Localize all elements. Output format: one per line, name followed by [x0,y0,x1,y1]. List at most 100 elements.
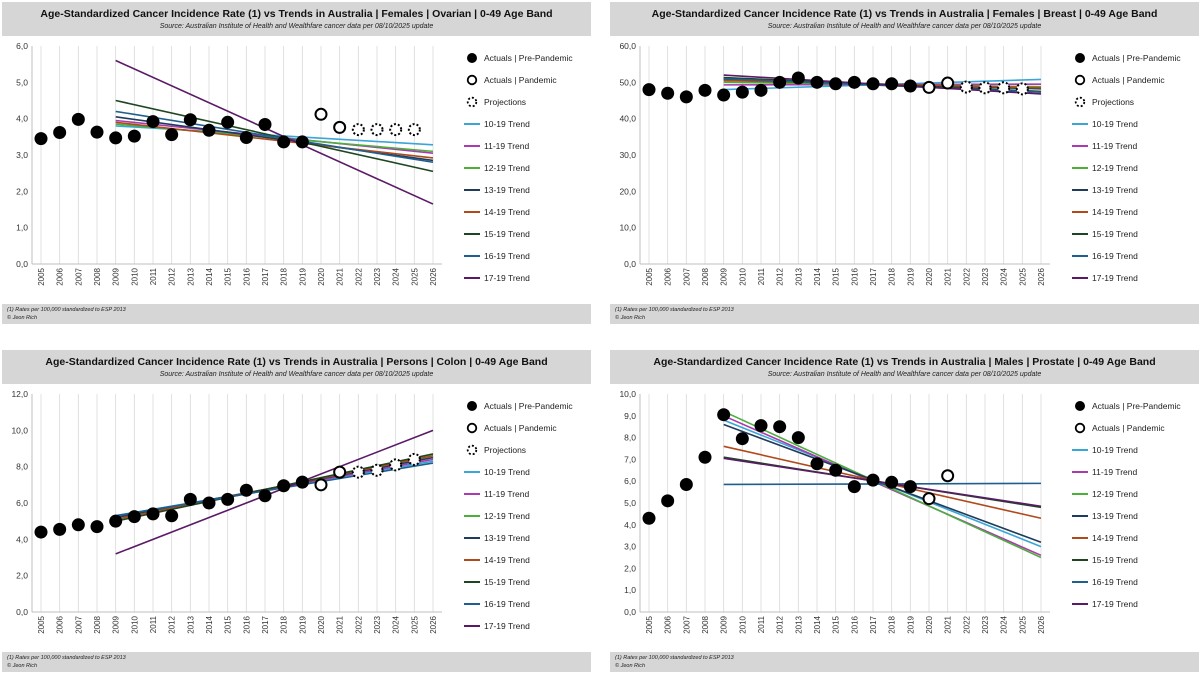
footnote: (1) Rates per 100,000 standardized to ES… [7,307,126,313]
legend-label: 14-19 Trend [1092,533,1138,543]
chart-title: Age-Standardized Cancer Incidence Rate (… [45,356,548,368]
chart-header: Age-Standardized Cancer Incidence Rate (… [2,350,591,384]
y-tick-label: 6,0 [16,498,28,508]
data-point-pandemic [941,469,955,483]
y-tick-label: 10,0 [11,425,28,435]
legend-marker-pandemic [1074,74,1086,86]
chart-title: Age-Standardized Cancer Incidence Rate (… [651,8,1158,20]
legend-marker-pandemic [466,422,478,434]
x-tick-label: 2014 [205,267,214,285]
data-point-pre-pandemic [109,131,123,145]
x-tick-label: 2012 [776,615,785,633]
x-tick-label: 2009 [720,267,729,285]
data-point-pre-pandemic [183,113,197,127]
legend-label: Actuals | Pre-Pandemic [484,401,573,411]
chart-panel-colon: Age-Standardized Cancer Incidence Rate (… [2,350,591,672]
data-point-projection [370,463,384,477]
x-tick-label: 2023 [981,615,990,633]
x-tick-label: 2007 [74,267,83,285]
y-tick-label: 2,0 [16,186,28,196]
trend-line [723,415,1042,557]
x-tick-label: 2016 [242,267,251,285]
chart-header: Age-Standardized Cancer Incidence Rate (… [610,350,1199,384]
x-tick-label: 2019 [298,267,307,285]
legend-label: 17-19 Trend [484,273,530,283]
x-tick-label: 2008 [701,615,710,633]
x-tick-label: 2020 [925,615,934,633]
y-tick-label: 2,0 [16,571,28,581]
data-point-pre-pandemic [202,123,216,137]
x-tick-label: 2007 [682,267,691,285]
y-tick-label: 20,0 [619,186,636,196]
y-tick-label: 0,0 [624,607,636,617]
legend-label: 15-19 Trend [1092,229,1138,239]
data-point-pre-pandemic [239,131,253,145]
data-point-pre-pandemic [698,83,712,97]
x-tick-label: 2017 [869,615,878,633]
y-tick-label: 12,0 [11,389,28,399]
data-point-projection [978,81,992,95]
data-point-pre-pandemic [127,510,141,524]
data-point-pre-pandemic [791,431,805,445]
trend-line [115,462,434,517]
legend-label: 11-19 Trend [1092,141,1137,151]
x-tick-label: 2013 [794,615,803,633]
x-tick-label: 2019 [906,267,915,285]
y-tick-label: 4,0 [16,114,28,124]
x-tick-label: 2008 [93,615,102,633]
data-point-projection [351,123,365,137]
legend-marker-pre-pandemic [1075,53,1085,63]
data-point-pandemic [941,76,955,90]
data-point-pre-pandemic [866,77,880,91]
data-point-pre-pandemic [295,475,309,489]
x-tick-label: 2017 [869,267,878,285]
legend-label: 11-19 Trend [484,141,529,151]
data-point-projection [389,458,403,472]
footnote: (1) Rates per 100,000 standardized to ES… [615,655,734,661]
chart-title: Age-Standardized Cancer Incidence Rate (… [40,8,553,20]
legend-label: Actuals | Pandemic [1092,75,1165,85]
x-tick-label: 2012 [168,267,177,285]
x-tick-label: 2018 [888,615,897,633]
data-point-pre-pandemic [810,457,824,471]
x-tick-label: 2025 [410,615,419,633]
data-point-pre-pandemic [258,117,272,131]
x-tick-label: 2021 [336,267,345,285]
data-point-pre-pandemic [53,522,67,536]
author-credit: © Jeon Rich [7,663,38,669]
x-tick-label: 2013 [794,267,803,285]
data-point-pre-pandemic [53,125,67,139]
data-point-pre-pandemic [773,75,787,89]
data-point-pre-pandemic [71,518,85,532]
data-point-pre-pandemic [239,483,253,497]
x-tick-label: 2020 [317,615,326,633]
trend-line [115,110,434,164]
y-tick-label: 8,0 [624,433,636,443]
data-point-pre-pandemic [277,479,291,493]
x-tick-label: 2024 [392,615,401,633]
legend-label: 13-19 Trend [484,533,530,543]
x-tick-label: 2024 [1000,267,1009,285]
x-tick-label: 2015 [832,615,841,633]
x-tick-label: 2009 [112,267,121,285]
x-tick-label: 2025 [1018,615,1027,633]
legend-label: 12-19 Trend [484,163,530,173]
y-tick-label: 1,0 [624,585,636,595]
legend-marker-projection [466,444,478,456]
chart-plot: 0,0 10,0 20,0 30,0 40,0 50,0 60,0 2005 2006 2007 2… [619,41,1181,286]
legend-label: 15-19 Trend [484,577,530,587]
x-tick-label: 2021 [944,267,953,285]
data-point-pre-pandemic [754,419,768,433]
data-point-pre-pandemic [903,480,917,494]
x-tick-label: 2021 [944,615,953,633]
chart-source: Source: Australian Institute of Health a… [159,23,434,30]
legend-marker-projection [1074,96,1086,108]
x-tick-label: 2011 [149,267,158,285]
legend-label: 12-19 Trend [1092,163,1138,173]
data-point-pre-pandemic [642,83,656,97]
data-point-projection [370,123,384,137]
data-point-pre-pandemic [903,79,917,93]
data-point-pandemic [922,80,936,94]
x-tick-label: 2024 [1000,615,1009,633]
data-point-pre-pandemic [717,408,731,422]
